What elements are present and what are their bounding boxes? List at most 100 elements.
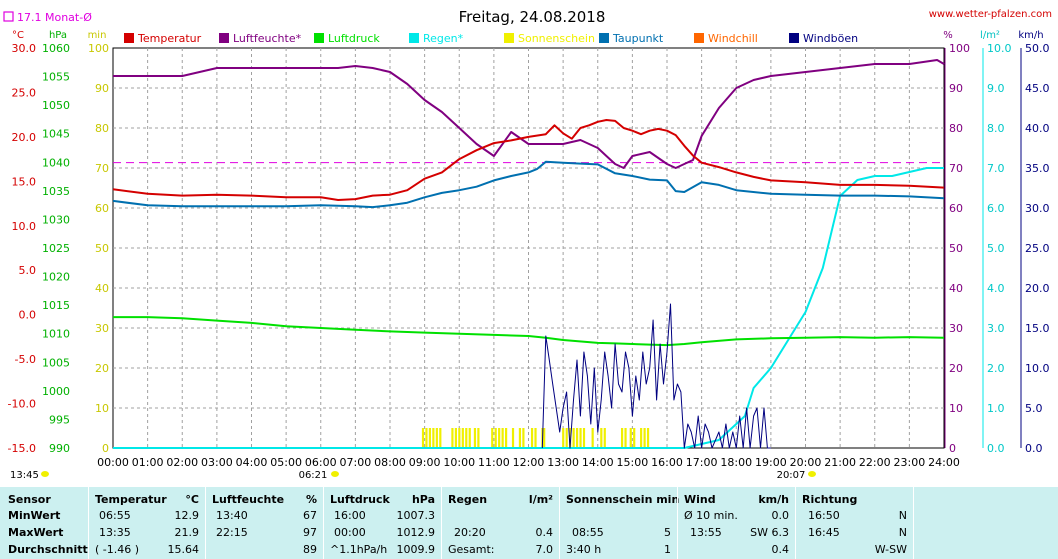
legend-label: Luftdruck	[328, 32, 380, 45]
series-line-temperatur	[112, 119, 945, 201]
series-layer	[112, 59, 945, 449]
legend-label: Windchill	[708, 32, 758, 45]
tick-label-time: 17:00	[686, 456, 718, 469]
stats-header-sensor: Sensor	[8, 493, 51, 506]
tick-label-time: 08:00	[374, 456, 406, 469]
tick-label-temp: 20.0	[12, 131, 37, 144]
tick-label-time: 11:00	[478, 456, 510, 469]
sunshine-bar	[603, 428, 606, 448]
tick-label-pressure: 1030	[42, 213, 70, 226]
tick-label-wind: 45.0	[1025, 82, 1050, 95]
legend-label: Regen*	[423, 32, 464, 45]
sunshine-bar	[624, 428, 627, 448]
tick-label-minutes: 90	[95, 82, 109, 95]
sunshine-bar	[633, 428, 636, 448]
stats-temp-min-time: 06:55	[99, 509, 131, 522]
sunshine-bar	[451, 428, 454, 448]
axes-layer: 30.0 25.0 20.0 15.0 10.0 5.0 0.0 -5.0 -10.0 -15.0…	[8, 42, 1050, 469]
sunshine-bar	[534, 428, 537, 448]
sunshine-bar	[498, 428, 501, 448]
tick-label-rain: 8.0	[987, 122, 1005, 135]
sunset-time: 20:07	[777, 470, 806, 481]
tick-label-temp: 30.0	[12, 42, 37, 55]
tick-label-pressure: 1040	[42, 156, 70, 169]
stats-wind-avg-value: 0.4	[771, 543, 790, 556]
tick-label-percent: 80	[949, 122, 963, 135]
stats-unit-humidity: %	[305, 493, 317, 506]
sunshine-bar	[421, 428, 425, 448]
stats-sun-avg-value: 1	[664, 543, 671, 556]
tick-label-temp: 10.0	[12, 220, 37, 233]
tick-label-minutes: 80	[95, 122, 109, 135]
chart-title: Freitag, 24.08.2018	[459, 8, 606, 26]
tick-label-minutes: 30	[95, 322, 109, 335]
stats-header-humidity: Luftfeuchte	[212, 493, 285, 506]
sunshine-bar	[461, 428, 464, 448]
tick-label-time: 05:00	[270, 456, 302, 469]
stats-col-pressure: Luftdruck hPa 16:00 1007.3 00:00 1012.9 ^1.…	[324, 487, 441, 559]
sunshine-bar	[582, 428, 586, 448]
tick-label-minutes: 70	[95, 162, 109, 175]
stats-press-min-value: 1007.3	[396, 509, 436, 522]
stats-header-wind: Wind	[684, 493, 716, 506]
stats-press-max-value: 1012.9	[396, 526, 436, 539]
stats-header-direction: Richtung	[802, 493, 858, 506]
stats-col-sun: Sonnenschein min 08:55 5 3:40 h 1	[560, 487, 679, 559]
tick-label-minutes: 100	[88, 42, 109, 55]
legend-label: Temperatur	[137, 32, 202, 45]
sunshine-bar	[432, 428, 435, 448]
stats-rain-total-value: 7.0	[535, 543, 554, 556]
stats-sun-max-time: 08:55	[572, 526, 604, 539]
corner-time: 13:45	[10, 470, 39, 481]
stats-temp-trend: ( -1.46 )	[95, 543, 140, 556]
tick-label-rain: 2.0	[987, 362, 1005, 375]
sunshine-bar	[530, 428, 534, 448]
statistics-table: Sensor MinWert MaxWert Durchschnitt Temp…	[0, 487, 1058, 559]
tick-label-minutes: 0	[102, 442, 109, 455]
tick-label-rain: 5.0	[987, 242, 1005, 255]
tick-label-percent: 90	[949, 82, 963, 95]
stats-hum-avg-value: 89	[303, 543, 317, 556]
stats-dir-min-time: 16:50	[808, 509, 840, 522]
tick-label-time: 19:00	[755, 456, 787, 469]
stats-col-temperature: Temperatur °C 06:55 12.9 13:35 21.9 ( -1.46…	[89, 487, 205, 559]
sunshine-bar	[643, 428, 646, 448]
sunshine-bar	[565, 428, 568, 448]
stats-temp-max-value: 21.9	[174, 526, 200, 539]
sunshine-bar	[439, 428, 442, 448]
sunshine-bar	[579, 428, 582, 448]
tick-label-time: 03:00	[201, 456, 233, 469]
tick-label-pressure: 1060	[42, 42, 70, 55]
tick-label-temp: 5.0	[19, 264, 37, 277]
tick-label-wind: 25.0	[1025, 242, 1050, 255]
legend-swatch	[124, 33, 134, 43]
sunshine-bar	[629, 428, 632, 448]
stats-dir-max-time: 16:45	[808, 526, 840, 539]
stats-wind-avg10-value: 0.0	[771, 509, 790, 522]
stats-hum-min-time: 13:40	[216, 509, 248, 522]
stats-rain-max-value: 0.4	[535, 526, 554, 539]
tick-label-percent: 0	[949, 442, 956, 455]
sunshine-bar	[465, 428, 468, 448]
tick-label-time: 14:00	[582, 456, 614, 469]
stats-header-rain: Regen	[448, 493, 488, 506]
stats-press-avg-value: 1009.9	[396, 543, 436, 556]
stats-wind-max-value: SW 6.3	[750, 526, 789, 539]
tick-label-percent: 70	[949, 162, 963, 175]
tick-label-wind: 30.0	[1025, 202, 1050, 215]
tick-label-wind: 15.0	[1025, 322, 1050, 335]
stats-col-humidity: Luftfeuchte% 13:40 67 22:15 97 89	[206, 487, 323, 559]
sunshine-bar	[646, 428, 650, 448]
stats-unit-wind: km/h	[758, 493, 789, 506]
tick-label-time: 06:00	[305, 456, 337, 469]
legend-label: Sonnenschein	[518, 32, 595, 45]
tick-label-minutes: 60	[95, 202, 109, 215]
stats-temp-min-value: 12.9	[174, 509, 200, 522]
legend-swatch	[694, 33, 704, 43]
stats-unit-temperature: °C	[185, 493, 199, 506]
tick-label-rain: 0.0	[987, 442, 1005, 455]
unit-temp: °C	[12, 30, 24, 41]
tick-label-temp: -5.0	[15, 353, 36, 366]
tick-label-time: 13:00	[547, 456, 579, 469]
stats-wind-avg10-label: Ø 10 min.	[684, 509, 738, 522]
